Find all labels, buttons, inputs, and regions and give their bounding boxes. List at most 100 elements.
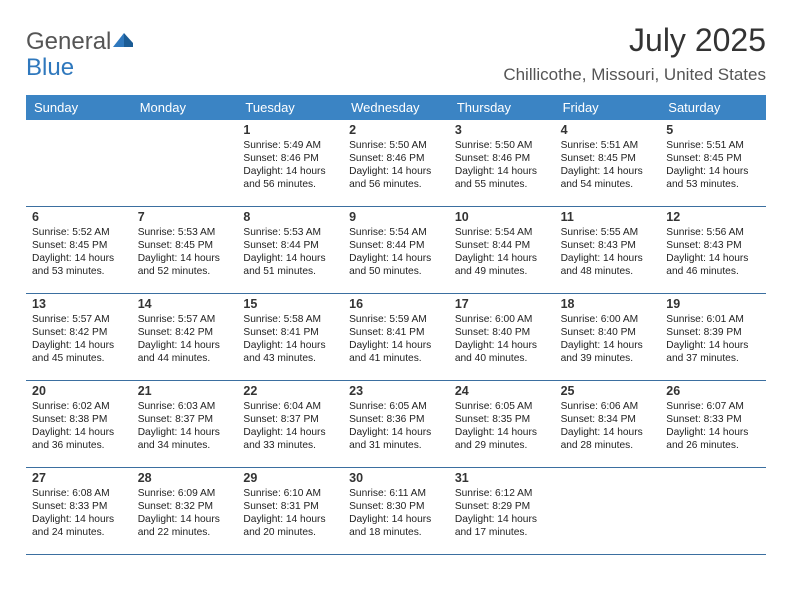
- daylight-text: Daylight: 14 hours and 55 minutes.: [455, 165, 549, 191]
- sunrise-text: Sunrise: 5:59 AM: [349, 313, 443, 326]
- day-headers-row: SundayMondayTuesdayWednesdayThursdayFrid…: [26, 95, 766, 120]
- sunset-text: Sunset: 8:46 PM: [455, 152, 549, 165]
- sunset-text: Sunset: 8:31 PM: [243, 500, 337, 513]
- daylight-text: Daylight: 14 hours and 54 minutes.: [561, 165, 655, 191]
- calendar-cell: 28Sunrise: 6:09 AMSunset: 8:32 PMDayligh…: [132, 468, 238, 554]
- sunrise-text: Sunrise: 5:57 AM: [138, 313, 232, 326]
- sunrise-text: Sunrise: 5:58 AM: [243, 313, 337, 326]
- calendar-cell: 25Sunrise: 6:06 AMSunset: 8:34 PMDayligh…: [555, 381, 661, 467]
- day-number: 29: [243, 471, 337, 485]
- sunset-text: Sunset: 8:41 PM: [243, 326, 337, 339]
- calendar-cell: 12Sunrise: 5:56 AMSunset: 8:43 PMDayligh…: [660, 207, 766, 293]
- sunrise-text: Sunrise: 6:11 AM: [349, 487, 443, 500]
- sunrise-text: Sunrise: 5:51 AM: [666, 139, 760, 152]
- daylight-text: Daylight: 14 hours and 31 minutes.: [349, 426, 443, 452]
- sunrise-text: Sunrise: 5:51 AM: [561, 139, 655, 152]
- calendar-week: 20Sunrise: 6:02 AMSunset: 8:38 PMDayligh…: [26, 381, 766, 468]
- calendar-cell: 3 Sunrise: 5:50 AMSunset: 8:46 PMDaylight…: [449, 120, 555, 206]
- day-header: Saturday: [660, 95, 766, 120]
- sunrise-text: Sunrise: 5:50 AM: [455, 139, 549, 152]
- calendar-cell: 13Sunrise: 5:57 AMSunset: 8:42 PMDayligh…: [26, 294, 132, 380]
- month-title: July 2025: [503, 22, 766, 59]
- sunset-text: Sunset: 8:44 PM: [243, 239, 337, 252]
- sunset-text: Sunset: 8:39 PM: [666, 326, 760, 339]
- day-number: 21: [138, 384, 232, 398]
- header-row: General July 2025 Chillicothe, Missouri,…: [26, 22, 766, 91]
- calendar-cell: 10Sunrise: 5:54 AMSunset: 8:44 PMDayligh…: [449, 207, 555, 293]
- day-number: 13: [32, 297, 126, 311]
- day-header: Sunday: [26, 95, 132, 120]
- calendar-cell: 9Sunrise: 5:54 AMSunset: 8:44 PMDaylight…: [343, 207, 449, 293]
- day-number: 26: [666, 384, 760, 398]
- sunset-text: Sunset: 8:43 PM: [666, 239, 760, 252]
- day-header: Thursday: [449, 95, 555, 120]
- calendar-week: 6Sunrise: 5:52 AMSunset: 8:45 PMDaylight…: [26, 207, 766, 294]
- calendar-cell: 6Sunrise: 5:52 AMSunset: 8:45 PMDaylight…: [26, 207, 132, 293]
- sunrise-text: Sunrise: 5:56 AM: [666, 226, 760, 239]
- location-text: Chillicothe, Missouri, United States: [503, 65, 766, 85]
- day-number: 5: [666, 123, 760, 137]
- sunrise-text: Sunrise: 6:10 AM: [243, 487, 337, 500]
- day-number: 31: [455, 471, 549, 485]
- sunset-text: Sunset: 8:45 PM: [561, 152, 655, 165]
- logo-blue-wrap: Blue: [26, 54, 74, 82]
- calendar-cell: 11Sunrise: 5:55 AMSunset: 8:43 PMDayligh…: [555, 207, 661, 293]
- daylight-text: Daylight: 14 hours and 50 minutes.: [349, 252, 443, 278]
- sunrise-text: Sunrise: 6:07 AM: [666, 400, 760, 413]
- daylight-text: Daylight: 14 hours and 34 minutes.: [138, 426, 232, 452]
- sunrise-text: Sunrise: 5:54 AM: [349, 226, 443, 239]
- daylight-text: Daylight: 14 hours and 37 minutes.: [666, 339, 760, 365]
- daylight-text: Daylight: 14 hours and 18 minutes.: [349, 513, 443, 539]
- daylight-text: Daylight: 14 hours and 33 minutes.: [243, 426, 337, 452]
- sunset-text: Sunset: 8:42 PM: [138, 326, 232, 339]
- day-header: Monday: [132, 95, 238, 120]
- calendar-cell: 31Sunrise: 6:12 AMSunset: 8:29 PMDayligh…: [449, 468, 555, 554]
- day-number: 18: [561, 297, 655, 311]
- daylight-text: Daylight: 14 hours and 20 minutes.: [243, 513, 337, 539]
- calendar-week: 27Sunrise: 6:08 AMSunset: 8:33 PMDayligh…: [26, 468, 766, 555]
- daylight-text: Daylight: 14 hours and 40 minutes.: [455, 339, 549, 365]
- sunrise-text: Sunrise: 6:05 AM: [455, 400, 549, 413]
- sunset-text: Sunset: 8:38 PM: [32, 413, 126, 426]
- calendar-cell: 19Sunrise: 6:01 AMSunset: 8:39 PMDayligh…: [660, 294, 766, 380]
- calendar-cell: 30Sunrise: 6:11 AMSunset: 8:30 PMDayligh…: [343, 468, 449, 554]
- calendar-cell: 26 Sunrise: 6:07 AMSunset: 8:33 PMDayligh…: [660, 381, 766, 467]
- sunset-text: Sunset: 8:44 PM: [455, 239, 549, 252]
- daylight-text: Daylight: 14 hours and 56 minutes.: [349, 165, 443, 191]
- day-number: 3: [455, 123, 549, 137]
- daylight-text: Daylight: 14 hours and 43 minutes.: [243, 339, 337, 365]
- day-number: 27: [32, 471, 126, 485]
- sunset-text: Sunset: 8:37 PM: [243, 413, 337, 426]
- sunset-text: Sunset: 8:32 PM: [138, 500, 232, 513]
- daylight-text: Daylight: 14 hours and 26 minutes.: [666, 426, 760, 452]
- calendar-cell: 22Sunrise: 6:04 AMSunset: 8:37 PMDayligh…: [237, 381, 343, 467]
- daylight-text: Daylight: 14 hours and 39 minutes.: [561, 339, 655, 365]
- sunrise-text: Sunrise: 6:09 AM: [138, 487, 232, 500]
- sunset-text: Sunset: 8:33 PM: [666, 413, 760, 426]
- day-number: 6: [32, 210, 126, 224]
- sunset-text: Sunset: 8:33 PM: [32, 500, 126, 513]
- daylight-text: Daylight: 14 hours and 17 minutes.: [455, 513, 549, 539]
- daylight-text: Daylight: 14 hours and 53 minutes.: [32, 252, 126, 278]
- calendar-week: 13 Sunrise: 5:57 AMSunset: 8:42 PM Dayligh…: [26, 294, 766, 381]
- daylight-text: Daylight: 14 hours and 22 minutes.: [138, 513, 232, 539]
- daylight-text: Daylight: 14 hours and 48 minutes.: [561, 252, 655, 278]
- calendar-cell: 4Sunrise: 5:51 AMSunset: 8:45 PMDaylight…: [555, 120, 661, 206]
- daylight-text: Daylight: 14 hours and 49 minutes.: [455, 252, 549, 278]
- sunrise-text: Sunrise: 6:06 AM: [561, 400, 655, 413]
- day-number: 15: [243, 297, 337, 311]
- sunset-text: Sunset: 8:36 PM: [349, 413, 443, 426]
- day-number: 7: [138, 210, 232, 224]
- daylight-text: Daylight: 14 hours and 41 minutes.: [349, 339, 443, 365]
- sunset-text: Sunset: 8:29 PM: [455, 500, 549, 513]
- sunrise-text: Sunrise: 5:54 AM: [455, 226, 549, 239]
- calendar-cell-empty: [26, 120, 132, 206]
- day-number: 14: [138, 297, 232, 311]
- day-number: 19: [666, 297, 760, 311]
- daylight-text: Daylight: 14 hours and 29 minutes.: [455, 426, 549, 452]
- day-number: 16: [349, 297, 443, 311]
- day-header: Tuesday: [237, 95, 343, 120]
- calendar-cell: 5Sunrise: 5:51 AMSunset: 8:45 PMDaylight…: [660, 120, 766, 206]
- logo: General: [26, 28, 135, 56]
- calendar-cell: 15 Sunrise: 5:58 AMSunset: 8:41 PMDayligh…: [237, 294, 343, 380]
